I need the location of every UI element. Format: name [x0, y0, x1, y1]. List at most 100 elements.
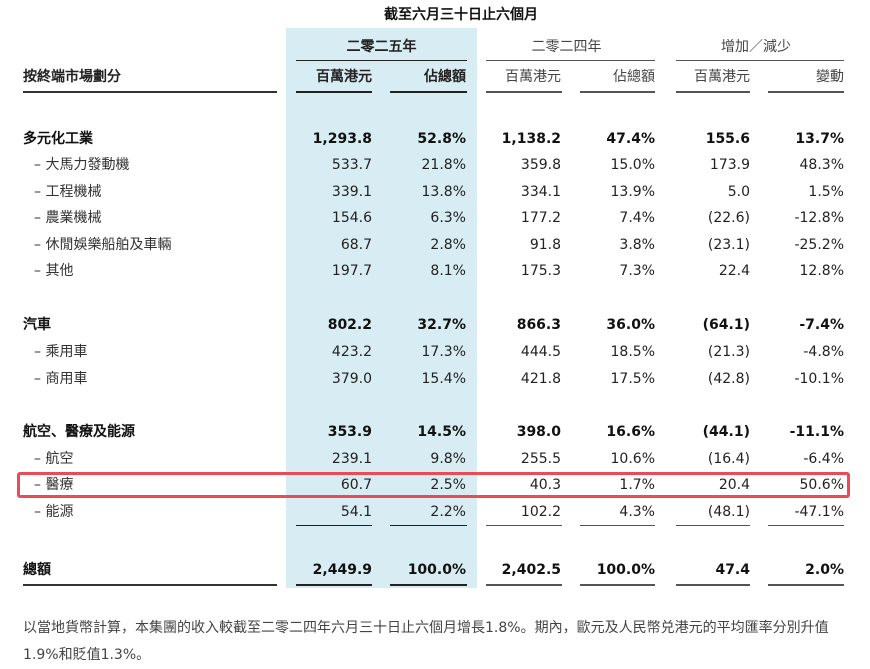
share-2025: 2.8% [430, 237, 466, 253]
row-label: – 乘用車 [34, 344, 88, 360]
hkd-2024: 398.0 [516, 424, 561, 440]
pct-change: 48.3% [799, 157, 844, 173]
header-hkd-2025: 百萬港元 [316, 69, 372, 85]
hkd-change: (44.1) [702, 424, 750, 440]
pct-change: 12.8% [799, 263, 844, 279]
share-2025: 52.8% [417, 131, 466, 147]
hkd-change: 20.4 [718, 477, 750, 493]
row-label: – 農業機械 [34, 210, 102, 226]
pct-change: 1.5% [808, 184, 844, 200]
hkd-2024: 334.1 [520, 184, 561, 200]
table-row-diversified-industrial: 多元化工業 1,293.8 52.8% 1,138.2 47.4% 155.6 … [0, 126, 870, 152]
hkd-2024: 421.8 [520, 371, 561, 387]
share-2025: 14.5% [417, 424, 466, 440]
hkd-change: (42.8) [707, 371, 750, 387]
share-2025: 17.3% [421, 344, 466, 360]
row-label: – 大馬力發動機 [34, 157, 130, 173]
hkd-2025: 423.2 [331, 344, 372, 360]
share-2024: 4.3% [619, 504, 655, 520]
group-2024: 二零二四年 [531, 39, 602, 55]
table-row-total: 總額 2,449.9 100.0% 2,402.5 100.0% 47.4 2.… [0, 557, 870, 583]
share-2025: 2.2% [430, 504, 466, 520]
hkd-2025: 339.1 [331, 184, 372, 200]
underline-hkd-2025 [296, 91, 372, 93]
share-2025: 2.5% [430, 477, 466, 493]
pct-change: 50.6% [799, 477, 844, 493]
row-label: – 其他 [34, 263, 74, 279]
hkd-2025: 154.6 [331, 210, 372, 226]
hkd-2025: 2,449.9 [312, 562, 372, 578]
hkd-2024: 91.8 [529, 237, 561, 253]
hkd-2024: 175.3 [520, 263, 561, 279]
row-label: – 能源 [34, 504, 74, 520]
hkd-2025: 353.9 [327, 424, 372, 440]
subtotal-line [768, 525, 844, 526]
share-2024: 17.5% [610, 371, 655, 387]
header-hkd-2024: 百萬港元 [505, 69, 561, 85]
share-2024: 16.6% [606, 424, 655, 440]
hkd-2024: 866.3 [516, 317, 561, 333]
subtotal-line [486, 525, 562, 526]
row-label: 航空、醫療及能源 [23, 424, 135, 440]
share-2025: 6.3% [430, 210, 466, 226]
hkd-2024: 177.2 [520, 210, 561, 226]
hkd-2024: 102.2 [520, 504, 561, 520]
share-2024: 7.3% [619, 263, 655, 279]
hkd-2025: 197.7 [331, 263, 372, 279]
row-label: – 醫療 [34, 477, 74, 493]
share-2024: 36.0% [606, 317, 655, 333]
period-title: 截至六月三十日止六個月 [384, 7, 538, 23]
hkd-2025: 379.0 [331, 371, 372, 387]
hkd-2025: 68.7 [340, 237, 372, 253]
hkd-2025: 60.7 [340, 477, 372, 493]
total-line [486, 584, 562, 586]
header-hkd-change: 百萬港元 [694, 69, 750, 85]
hkd-change: 22.4 [718, 263, 750, 279]
share-2025: 21.8% [421, 157, 466, 173]
pct-change: -10.1% [794, 371, 844, 387]
group-2025: 二零二五年 [346, 39, 417, 55]
table-row-medical-highlighted: – 醫療 60.7 2.5% 40.3 1.7% 20.4 50.6% [0, 472, 870, 498]
hkd-change: (16.4) [707, 451, 750, 467]
header-segment: 按終端市場劃分 [23, 69, 121, 85]
hkd-2024: 40.3 [529, 477, 561, 493]
hkd-2024: 359.8 [520, 157, 561, 173]
header-share-2024: 佔總額 [613, 69, 655, 85]
subtotal-line [580, 525, 655, 526]
underline-group-change [676, 60, 844, 61]
pct-change: 13.7% [795, 131, 844, 147]
share-2025: 32.7% [417, 317, 466, 333]
total-line [580, 584, 655, 586]
table-row: – 其他 197.7 8.1% 175.3 7.3% 22.4 12.8% [0, 258, 870, 284]
hkd-change: 155.6 [705, 131, 750, 147]
row-label: – 工程機械 [34, 184, 102, 200]
table-row-aerospace-medical-energy: 航空、醫療及能源 353.9 14.5% 398.0 16.6% (44.1) … [0, 419, 870, 445]
hkd-2025: 533.7 [331, 157, 372, 173]
row-label: – 航空 [34, 451, 74, 467]
share-2025: 13.8% [421, 184, 466, 200]
pct-change: -7.4% [799, 317, 844, 333]
pct-change: -4.8% [803, 344, 844, 360]
share-2025: 15.4% [421, 371, 466, 387]
pct-change: -6.4% [803, 451, 844, 467]
share-2024: 15.0% [610, 157, 655, 173]
pct-change: -47.1% [794, 504, 844, 520]
highlighted-2025-column [286, 28, 477, 588]
share-2024: 3.8% [619, 237, 655, 253]
hkd-2025: 239.1 [331, 451, 372, 467]
hkd-2025: 54.1 [340, 504, 372, 520]
pct-change: -25.2% [794, 237, 844, 253]
share-2024: 10.6% [610, 451, 655, 467]
hkd-change: (22.6) [707, 210, 750, 226]
hkd-2024: 255.5 [520, 451, 561, 467]
table-row: – 能源 54.1 2.2% 102.2 4.3% (48.1) -47.1% [0, 499, 870, 525]
hkd-change: (48.1) [707, 504, 750, 520]
underline-pct-change [768, 91, 844, 93]
total-line [768, 584, 844, 586]
share-2024: 18.5% [610, 344, 655, 360]
table-row-automotive: 汽車 802.2 32.7% 866.3 36.0% (64.1) -7.4% [0, 312, 870, 338]
hkd-change: 5.0 [727, 184, 750, 200]
share-2025: 9.8% [430, 451, 466, 467]
pct-change: -11.1% [789, 424, 844, 440]
share-2025: 100.0% [407, 562, 466, 578]
